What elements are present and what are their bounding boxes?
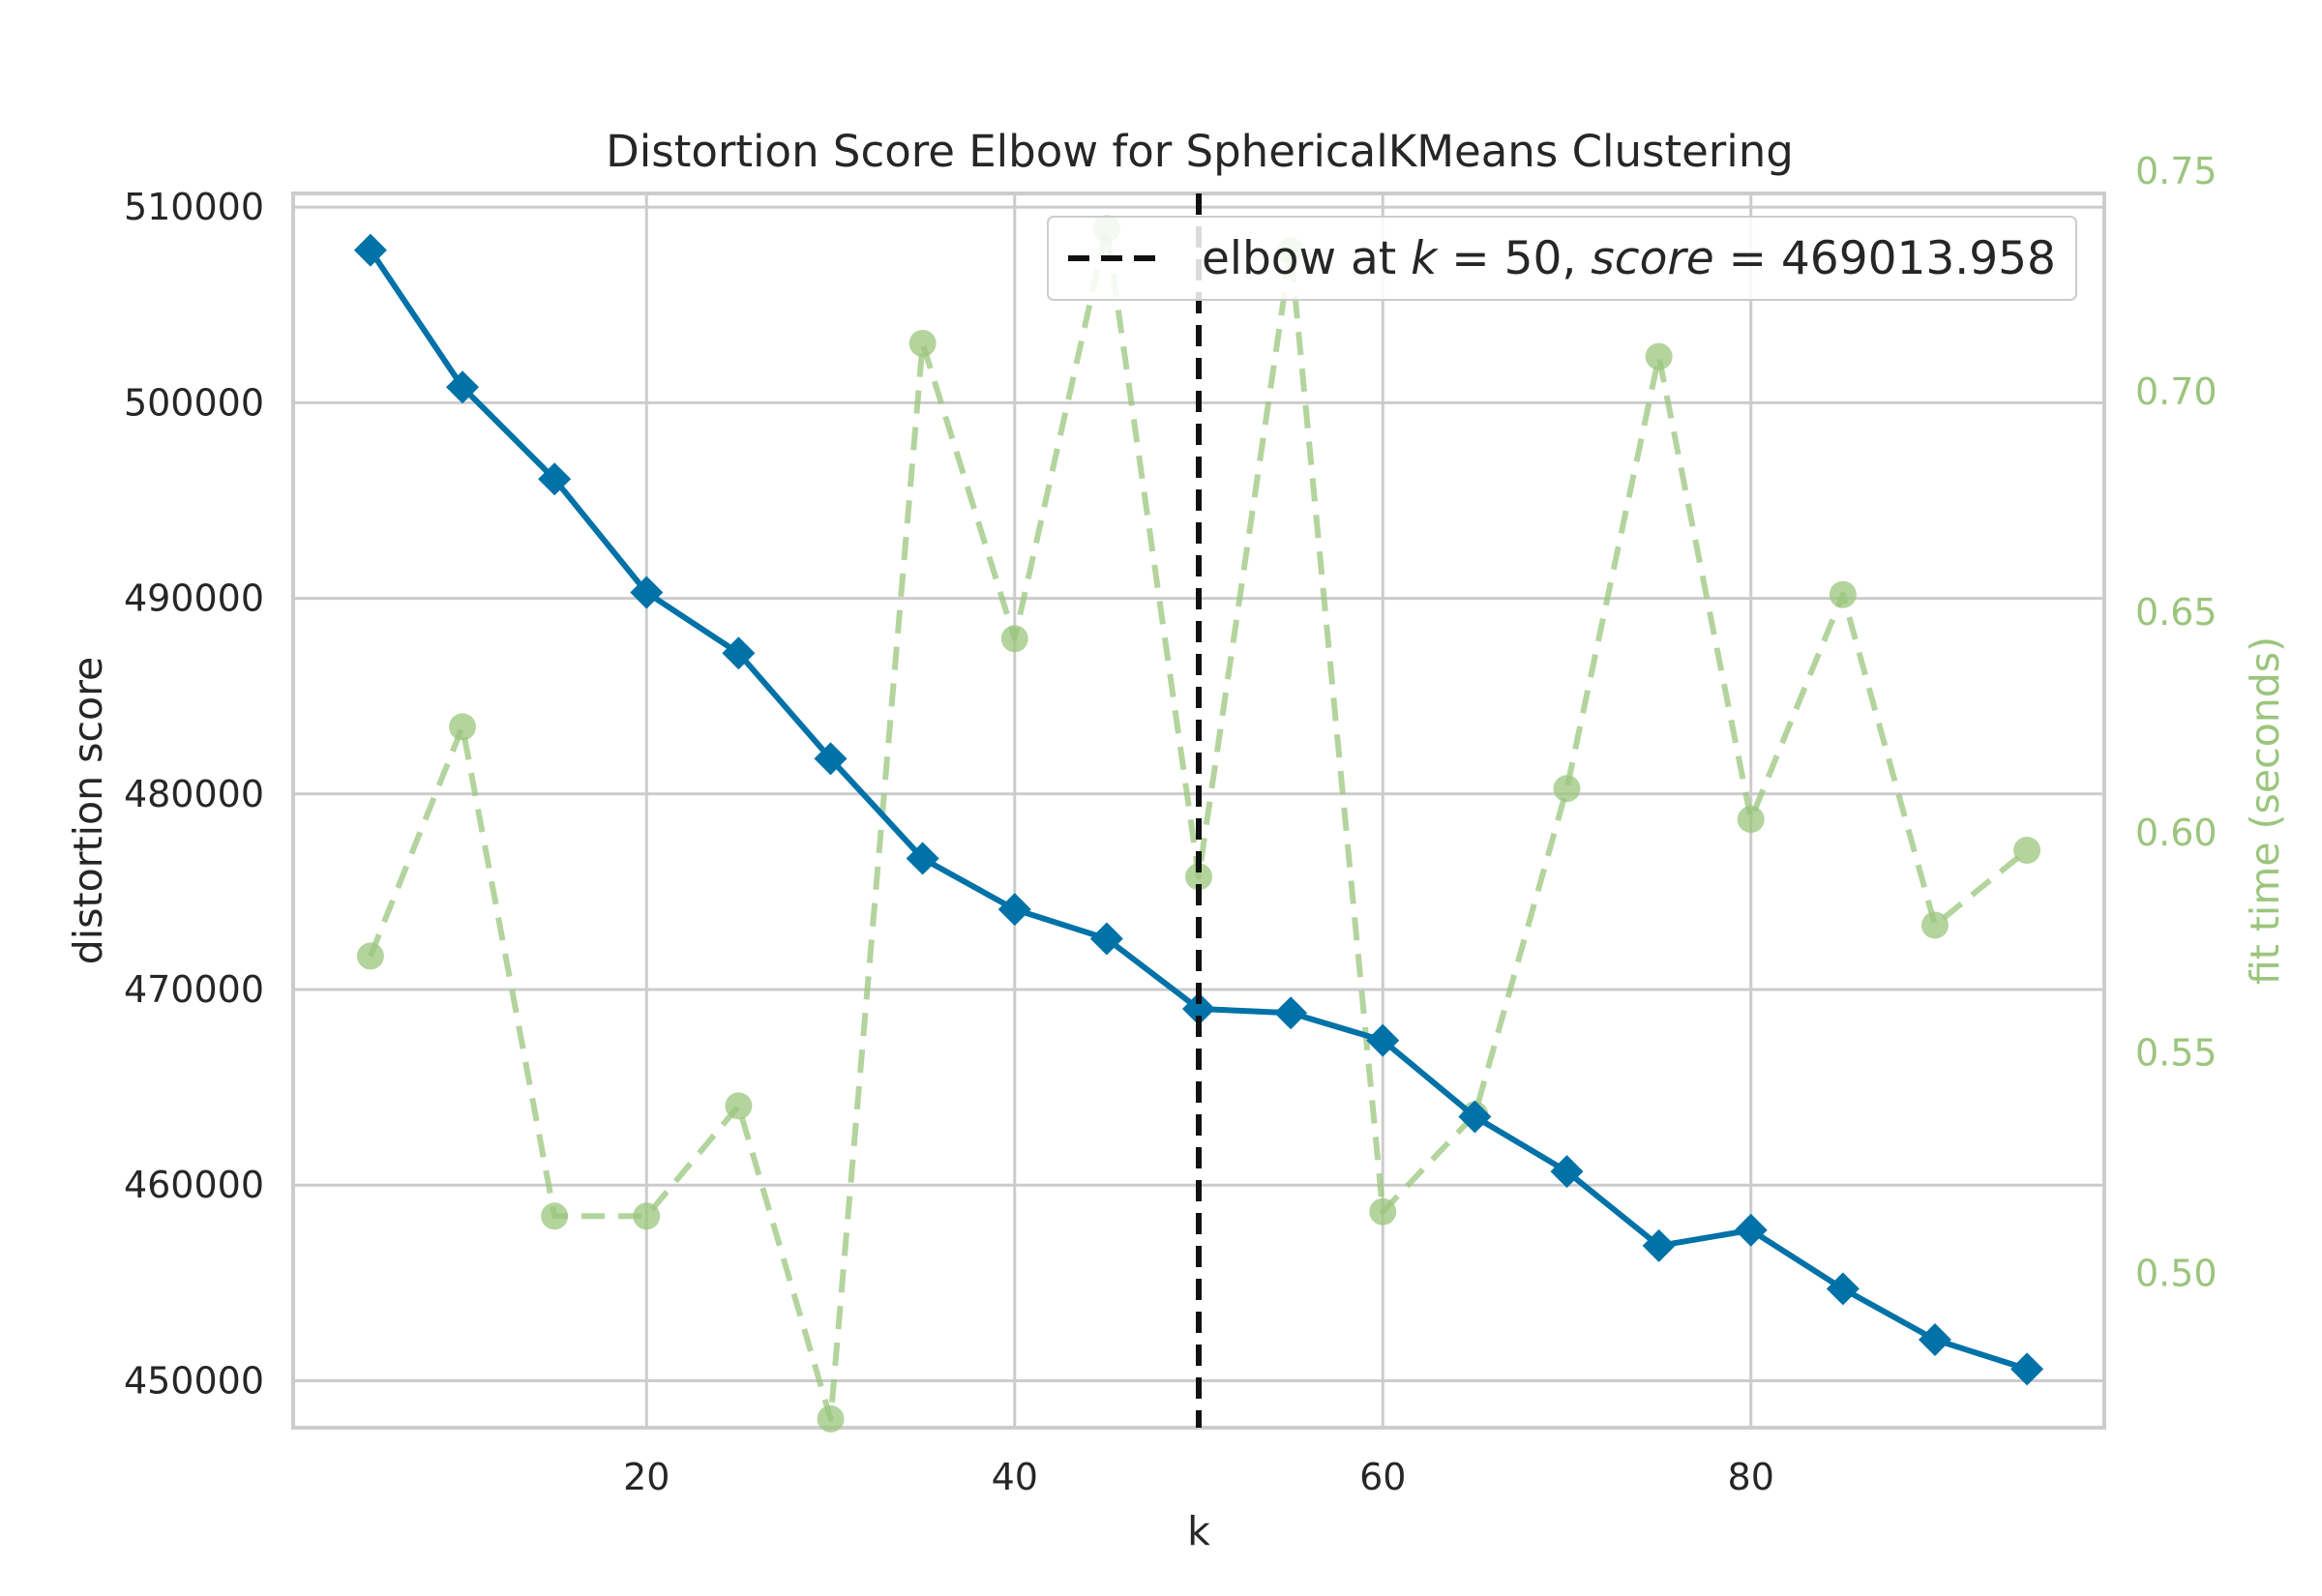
distortion-score-point (353, 233, 387, 267)
fit-time-point (1645, 342, 1673, 370)
y2-tick-label: 0.70 (2135, 370, 2218, 413)
y-tick-label: 510000 (124, 186, 264, 228)
fit-time-point (725, 1092, 753, 1120)
distortion-score-point (1734, 1213, 1768, 1247)
fit-time-point (356, 942, 384, 970)
x-tick-label: 60 (1359, 1456, 1406, 1498)
y2-axis-label: fit time (seconds) (2242, 636, 2288, 985)
y2-tick-label: 0.55 (2135, 1032, 2218, 1075)
distortion-score-point (1089, 922, 1123, 956)
fit-time-point (449, 713, 477, 741)
x-tick-label: 80 (1728, 1456, 1774, 1498)
legend-k-var: k (1411, 232, 1439, 285)
legend-eq1: = 50, (1437, 232, 1591, 285)
fit-time-point (1000, 625, 1028, 653)
y-tick-label: 500000 (124, 381, 264, 424)
legend: elbow at k = 50, score = 469013.958 (1047, 216, 2077, 301)
y-tick-label: 480000 (124, 773, 264, 815)
tick-labels: 20 40 60 80 450000 460000 470000 480000 490000 50… (124, 150, 2218, 1498)
distortion-score-point (1550, 1155, 1584, 1189)
distortion-score-point (446, 370, 480, 404)
y-tick-label: 490000 (124, 577, 264, 620)
y2-tick-label: 0.60 (2135, 812, 2218, 854)
fit-time-point (1737, 806, 1765, 834)
distortion-score-point (1826, 1272, 1860, 1306)
distortion-score-point (1274, 996, 1308, 1030)
y-tick-label: 460000 (124, 1164, 264, 1206)
fit-time-point (1553, 775, 1581, 803)
x-axis-label: k (1187, 1508, 1210, 1554)
fit-time-point (1920, 911, 1949, 939)
y2-tick-label: 0.50 (2135, 1253, 2218, 1295)
y-tick-label: 470000 (124, 968, 264, 1011)
distortion-score-point (722, 636, 756, 670)
chart-title: Distortion Score Elbow for SphericalKMea… (606, 126, 1794, 177)
fit-time-point (817, 1404, 845, 1433)
fit-time-point (1185, 863, 1212, 891)
legend-elbow-label: elbow at k = 50, score = 469013.958 (1202, 232, 2056, 285)
distortion-score-point (814, 742, 848, 776)
distortion-score-point (1182, 991, 1215, 1025)
distortion-score-point (1642, 1228, 1676, 1262)
fit-time-point (1369, 1197, 1397, 1226)
y-tick-label: 450000 (124, 1359, 264, 1402)
distortion-score-point (2010, 1352, 2044, 1386)
y2-tick-label: 0.65 (2135, 591, 2218, 634)
fit-time-point (2013, 837, 2041, 865)
x-tick-label: 20 (623, 1456, 670, 1498)
distortion-score-point (630, 576, 664, 609)
x-tick-label: 40 (992, 1456, 1038, 1498)
distortion-score-point (997, 893, 1031, 927)
distortion-score-point (538, 462, 572, 496)
distortion-score-point (1918, 1323, 1951, 1357)
legend-eq2: = 469013.958 (1714, 232, 2056, 285)
fit-time-point (908, 329, 937, 357)
fit-time-point (1829, 580, 1857, 608)
legend-prefix: elbow at (1202, 232, 1411, 285)
legend-score-var: score (1591, 232, 1713, 285)
distortion-score-point (906, 842, 939, 875)
fit-time-point (633, 1202, 661, 1230)
fit-time-point (541, 1202, 569, 1230)
y2-tick-label: 0.75 (2135, 150, 2218, 192)
distortion-score-point (1458, 1100, 1492, 1134)
legend-box (1047, 216, 2077, 301)
distortion-score-point (1366, 1023, 1400, 1057)
series-layer (353, 193, 2044, 1433)
y-axis-label: distortion score (65, 657, 111, 965)
